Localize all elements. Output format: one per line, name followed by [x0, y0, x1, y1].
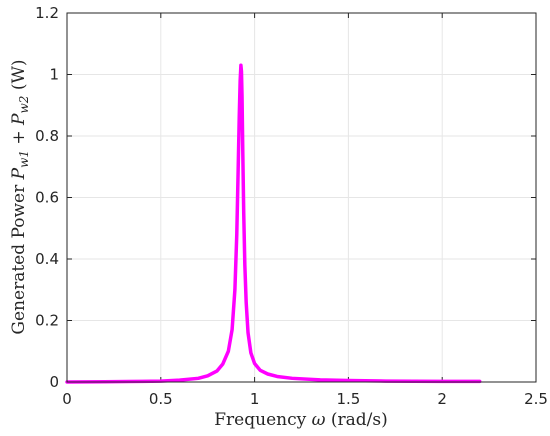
x-tick-label: 2: [437, 390, 447, 408]
y-tick-label: 0.6: [35, 189, 59, 207]
y-axis-label: Generated Power Pw1 + Pw2 (W): [9, 59, 31, 334]
y-tick-label: 0.4: [35, 250, 59, 268]
y-tick-label: 0: [49, 373, 59, 391]
y-tick-label: 0.8: [35, 127, 59, 145]
x-tick-label: 1: [250, 390, 260, 408]
x-tick-label: 2.5: [524, 390, 548, 408]
series-layer: [65, 63, 482, 384]
x-axis-label: Frequency ω (rad/s): [214, 410, 388, 430]
y-tick-label: 1: [49, 66, 59, 84]
y-tick-label: 0.2: [35, 312, 59, 330]
x-tick-label: 1.5: [336, 390, 360, 408]
x-tick-label: 0.5: [149, 390, 173, 408]
y-tick-label: 1.2: [35, 4, 59, 22]
x-tick-label: 0: [62, 390, 72, 408]
ticks: 0 0.5 1 1.5 2 2.5 0 0.2 0.4 0.6 0.8 1 1.2: [35, 4, 548, 408]
power-curve-line: [65, 63, 482, 384]
plot-border: [66, 12, 537, 383]
